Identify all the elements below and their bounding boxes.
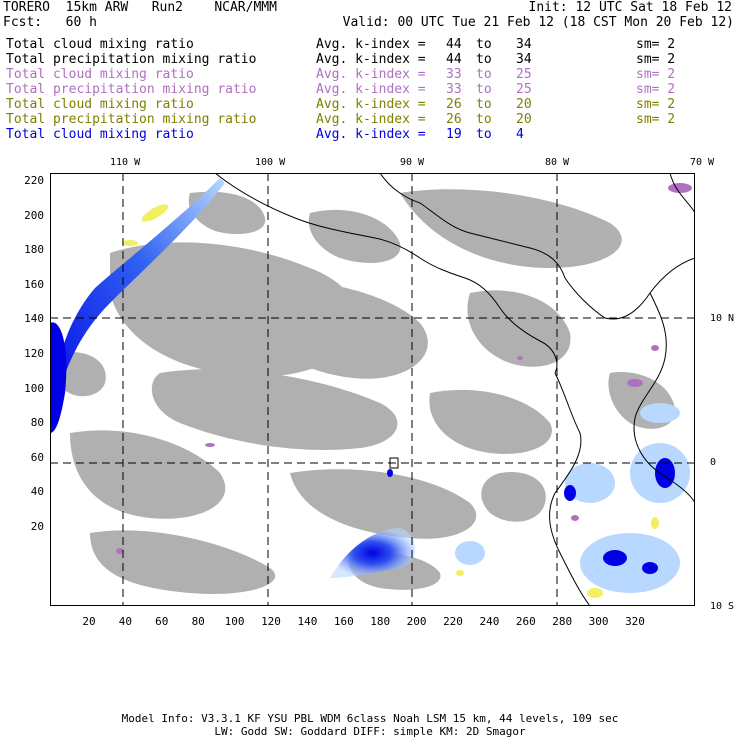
x-tick-label: 80 (191, 615, 205, 628)
x-tick-label: 280 (552, 615, 573, 628)
legend-field: Total precipitation mixing ratio (6, 52, 257, 67)
y-tick-label: 120 (24, 347, 44, 360)
legend-to: 20 (516, 97, 532, 112)
legend-from: 33 (446, 67, 462, 82)
legend-to-word: to (476, 52, 492, 67)
legend-index: Avg. k-index = (316, 67, 426, 82)
x-tick-label: 260 (515, 615, 536, 628)
cloud-fields (60, 189, 676, 594)
y-tick-label: 140 (24, 312, 44, 326)
y-tick-label: 220 (24, 174, 44, 187)
x-tick-label: 220 (443, 615, 463, 628)
purple-spots (116, 183, 692, 554)
legend-index: Avg. k-index = (316, 127, 426, 142)
legend-to-word: to (476, 127, 492, 142)
legend-index: Avg. k-index = (316, 52, 426, 67)
legend-smoothing: sm= 2 (636, 97, 676, 112)
model-info: Model Info: V3.3.1 KF YSU PBL WDM 6class… (121, 712, 619, 725)
lon-label: 80 W (545, 157, 570, 168)
forecast-hour: Fcst: 60 h (3, 15, 97, 30)
legend-from: 19 (446, 127, 462, 142)
legend-smoothing: sm= 2 (636, 82, 676, 97)
x-tick-label: 320 (625, 615, 645, 628)
lon-label: 70 W (690, 157, 715, 168)
legend-field: Total cloud mixing ratio (6, 67, 194, 82)
legend-to: 4 (516, 127, 524, 142)
y-tick-label: 180 (24, 243, 44, 257)
y-tick-label: 80 (30, 416, 44, 430)
legend-to-word: to (476, 82, 492, 97)
legend-to: 34 (516, 52, 532, 67)
legend-from: 26 (446, 112, 462, 127)
legend-to-word: to (476, 112, 492, 127)
legend-to-word: to (476, 97, 492, 112)
y-tick-label: 200 (24, 208, 44, 222)
legend-from: 44 (446, 37, 462, 52)
lon-label: 90 W (400, 157, 425, 168)
legend-field: Total precipitation mixing ratio (6, 112, 257, 127)
legend-index: Avg. k-index = (316, 97, 426, 112)
x-tick-label: 200 (406, 615, 427, 628)
coastline (214, 173, 695, 606)
x-tick-label: 160 (333, 615, 354, 628)
lat-label: 10 N (710, 313, 735, 324)
lat-lon-grid (50, 173, 695, 606)
light-blue-areas (455, 403, 690, 593)
legend-to-word: to (476, 37, 492, 52)
map-border (50, 173, 695, 606)
x-tick-label: 40 (118, 615, 133, 628)
x-tick-label: 100 (224, 615, 245, 628)
x-tick-label: 120 (261, 615, 281, 628)
lat-label: 0 (710, 457, 717, 468)
legend-index: Avg. k-index = (316, 112, 426, 127)
legend-field: Total cloud mixing ratio (6, 37, 194, 52)
blue-core-left (50, 322, 67, 433)
legend-to: 20 (516, 112, 532, 127)
y-tick-label: 160 (24, 277, 44, 291)
model-title: TORERO 15km ARW Run2 NCAR/MMM (3, 0, 277, 15)
legend-smoothing: sm= 2 (636, 112, 676, 127)
legend-index: Avg. k-index = (316, 82, 426, 97)
legend-smoothing: sm= 2 (636, 37, 676, 52)
legend-to: 25 (516, 67, 532, 82)
y-tick-label: 20 (30, 520, 44, 533)
blue-moisture-streak (50, 178, 225, 443)
valid-time: Valid: 00 UTC Tue 21 Feb 12 (18 CST Mon … (342, 15, 734, 30)
lat-label: 10 S (710, 601, 735, 612)
blue-blob-center (330, 528, 415, 578)
legend-smoothing: sm= 2 (636, 52, 676, 67)
y-tick-label: 100 (24, 381, 44, 395)
x-tick-label: 180 (370, 615, 391, 628)
x-tick-label: 300 (588, 615, 609, 628)
legend-to-word: to (476, 67, 492, 82)
init-time: Init: 12 UTC Sat 18 Feb 12 (528, 0, 733, 15)
forecast-map (50, 173, 695, 606)
legend-from: 33 (446, 82, 462, 97)
legend-field: Total cloud mixing ratio (6, 97, 194, 112)
blue-patches-right (387, 458, 675, 574)
legend-from: 44 (446, 52, 462, 67)
y-tick-label: 60 (30, 450, 44, 464)
legend-to: 25 (516, 82, 532, 97)
y-tick-label: 40 (30, 485, 44, 499)
x-tick-label: 20 (82, 615, 96, 628)
legend-field: Total cloud mixing ratio (6, 127, 194, 142)
legend-from: 26 (446, 97, 462, 112)
legend-smoothing: sm= 2 (636, 67, 676, 82)
legend-index: Avg. k-index = (316, 37, 426, 52)
yellow-spots (122, 204, 659, 598)
x-tick-label: 140 (297, 615, 318, 628)
legend-field: Total precipitation mixing ratio (6, 82, 257, 97)
legend-to: 34 (516, 37, 532, 52)
lon-label: 100 W (255, 157, 286, 168)
physics-info: LW: Godd SW: Goddard DIFF: simple KM: 2D… (214, 725, 526, 738)
lon-label: 110 W (110, 157, 141, 168)
x-tick-label: 240 (479, 615, 500, 628)
x-tick-label: 60 (155, 615, 169, 628)
